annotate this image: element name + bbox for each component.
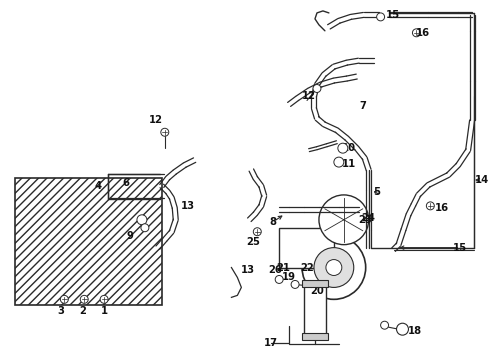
Text: 17: 17 bbox=[264, 338, 278, 348]
Circle shape bbox=[291, 280, 299, 288]
Circle shape bbox=[426, 202, 434, 210]
Text: 14: 14 bbox=[475, 175, 489, 185]
Bar bbox=[279, 228, 334, 267]
Text: 25: 25 bbox=[246, 237, 260, 247]
Circle shape bbox=[334, 157, 344, 167]
Circle shape bbox=[313, 85, 321, 93]
Circle shape bbox=[396, 323, 409, 335]
Text: 13: 13 bbox=[240, 265, 254, 275]
Text: 8: 8 bbox=[270, 217, 277, 227]
Text: 12: 12 bbox=[302, 91, 316, 102]
Circle shape bbox=[302, 236, 366, 300]
Circle shape bbox=[253, 228, 261, 236]
Circle shape bbox=[319, 195, 368, 245]
Circle shape bbox=[377, 13, 385, 21]
Circle shape bbox=[338, 143, 348, 153]
Circle shape bbox=[275, 275, 283, 283]
Text: 4: 4 bbox=[95, 181, 102, 191]
Text: 16: 16 bbox=[435, 203, 449, 213]
Text: 21: 21 bbox=[276, 262, 290, 273]
Text: 9: 9 bbox=[126, 231, 133, 241]
Bar bbox=[302, 280, 328, 287]
Text: 2: 2 bbox=[79, 306, 86, 316]
Circle shape bbox=[326, 260, 342, 275]
Text: 1: 1 bbox=[100, 306, 108, 316]
Bar bbox=[304, 284, 326, 336]
Circle shape bbox=[60, 295, 68, 303]
Bar bbox=[302, 333, 328, 340]
Circle shape bbox=[100, 295, 108, 303]
Text: 23: 23 bbox=[358, 215, 371, 225]
Text: 15: 15 bbox=[453, 243, 467, 253]
Text: 11: 11 bbox=[342, 159, 356, 169]
Text: 18: 18 bbox=[407, 326, 421, 336]
Circle shape bbox=[161, 128, 169, 136]
Text: 20: 20 bbox=[310, 287, 324, 296]
Text: 26: 26 bbox=[268, 265, 282, 275]
Text: 16: 16 bbox=[416, 28, 429, 38]
Circle shape bbox=[80, 295, 88, 303]
Text: 19: 19 bbox=[282, 273, 296, 283]
Circle shape bbox=[137, 215, 147, 225]
Text: 3: 3 bbox=[57, 306, 64, 316]
Text: 7: 7 bbox=[359, 102, 366, 111]
Circle shape bbox=[413, 29, 420, 37]
Text: 10: 10 bbox=[342, 143, 356, 153]
Circle shape bbox=[314, 248, 354, 287]
Text: 12: 12 bbox=[149, 115, 163, 125]
Text: 22: 22 bbox=[300, 262, 314, 273]
Text: 13: 13 bbox=[181, 201, 195, 211]
Text: 6: 6 bbox=[122, 178, 129, 188]
Bar bbox=[15, 178, 162, 305]
Circle shape bbox=[141, 224, 149, 232]
Text: 5: 5 bbox=[373, 187, 380, 197]
Text: 15: 15 bbox=[386, 10, 400, 20]
Circle shape bbox=[381, 321, 389, 329]
Text: 24: 24 bbox=[362, 213, 376, 223]
